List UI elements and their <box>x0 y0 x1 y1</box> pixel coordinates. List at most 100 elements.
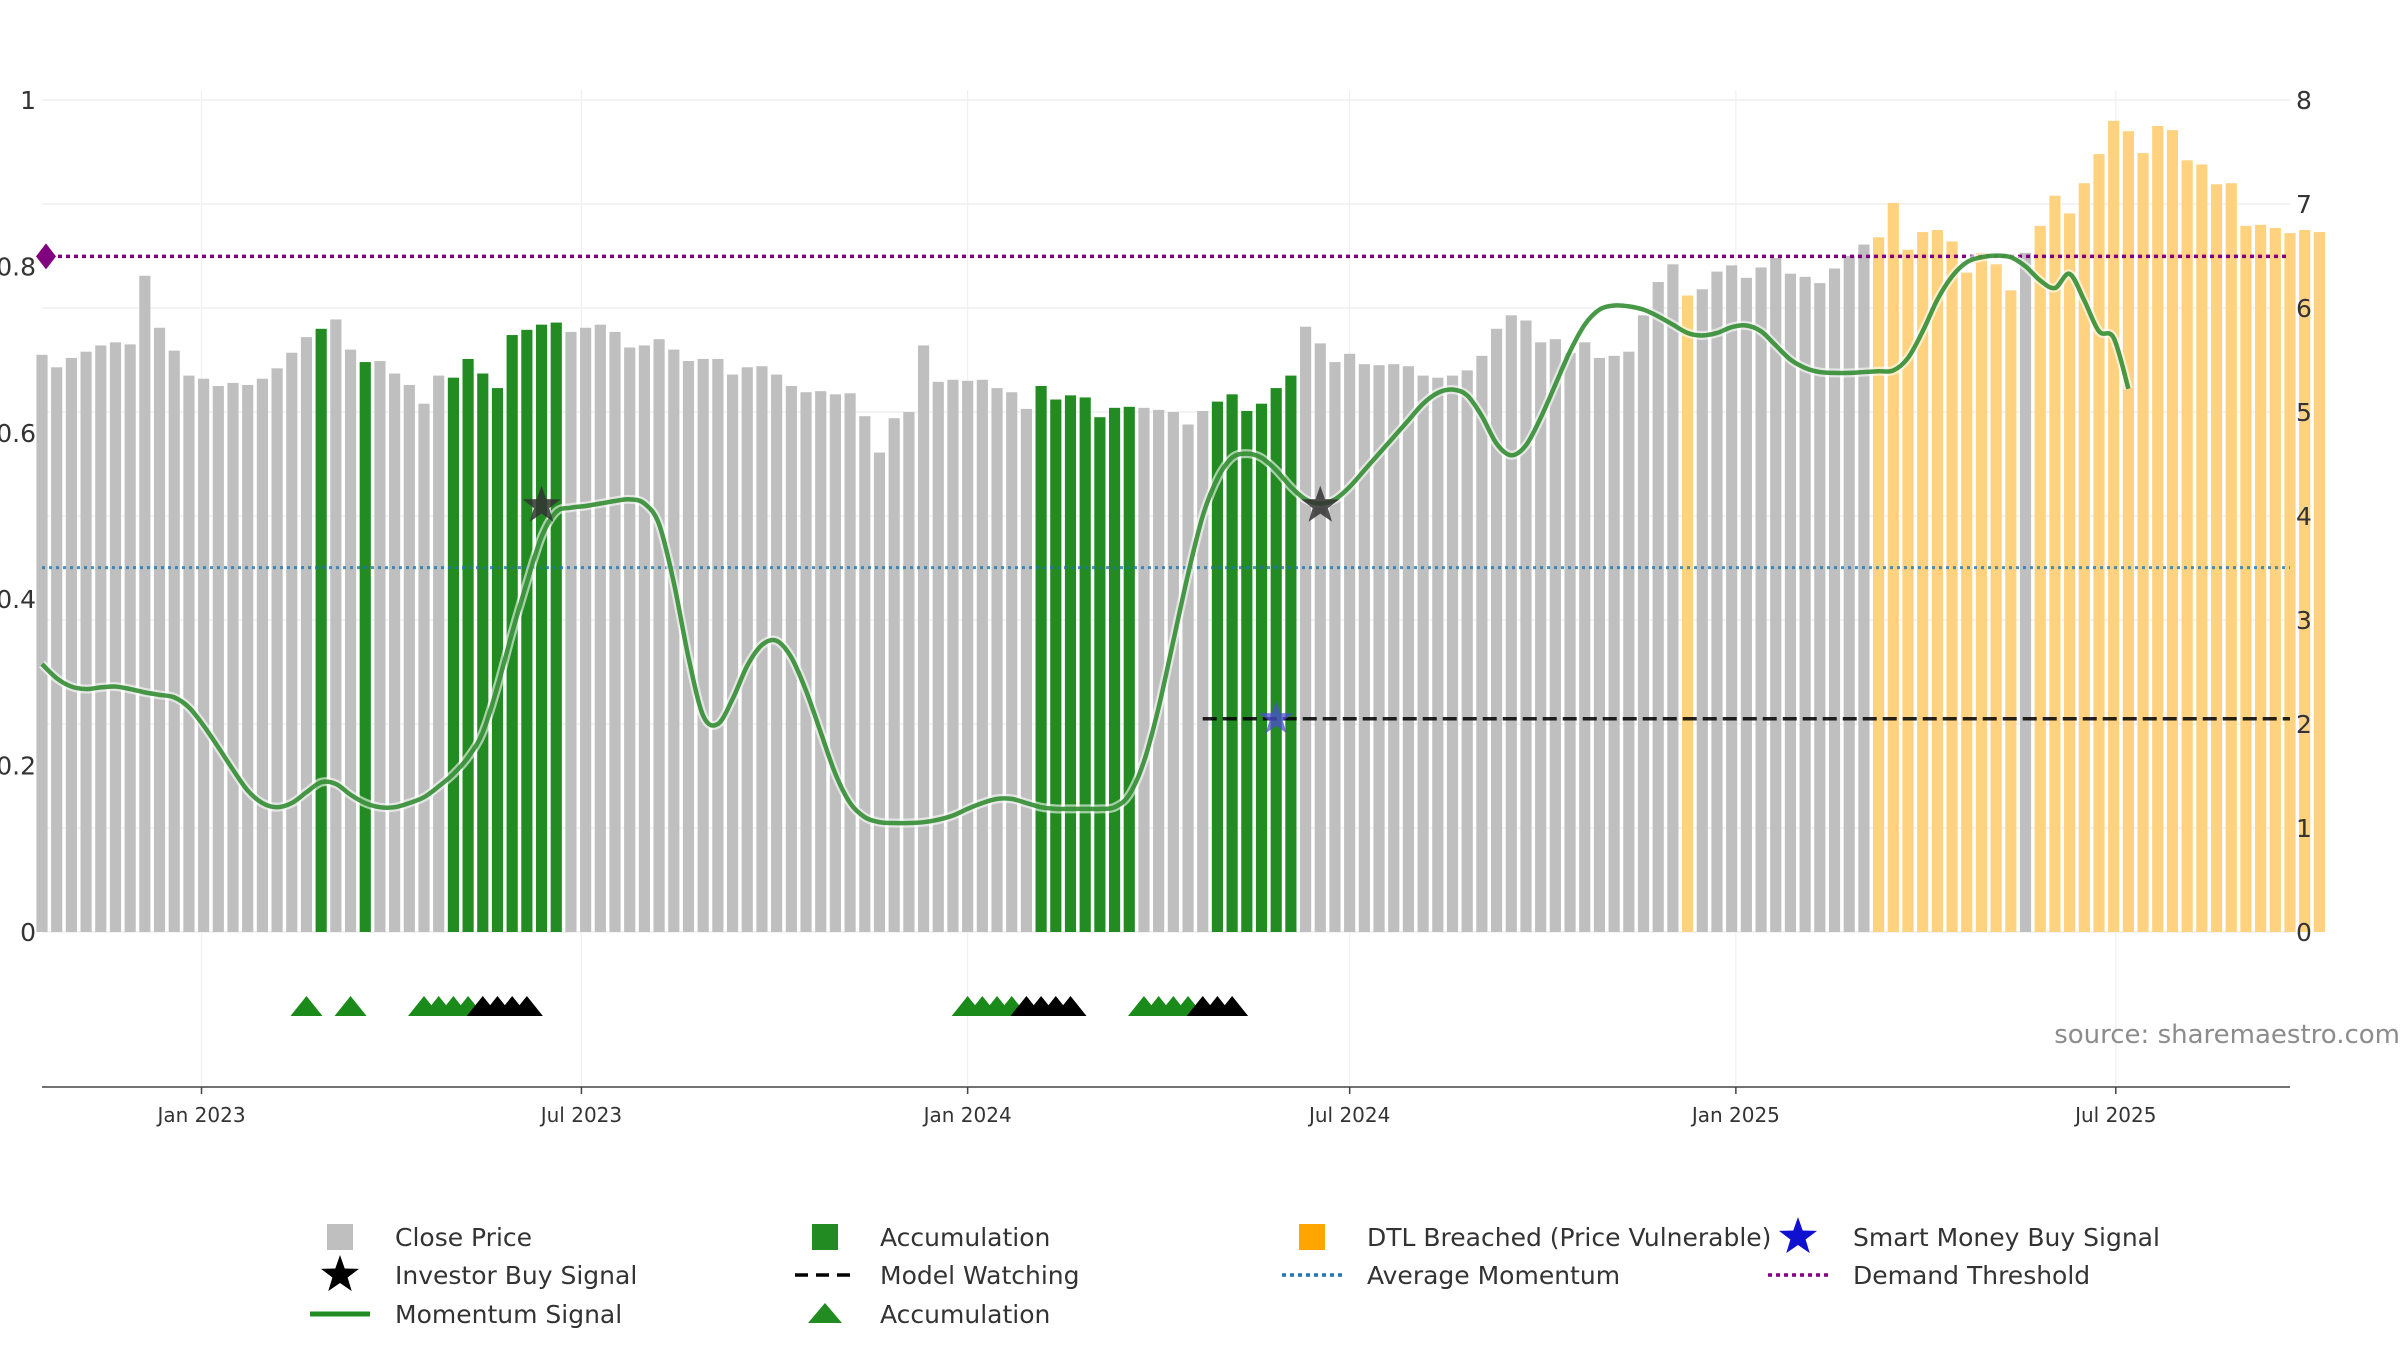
close-price-bar <box>1579 342 1591 932</box>
legend-item: Demand Threshold <box>1768 1261 2090 1290</box>
dtl-breached-bar <box>1990 264 2002 932</box>
dtl-breached-bar <box>1931 230 1943 932</box>
close-price-bar <box>1740 277 1752 933</box>
close-price-bar <box>1711 271 1723 933</box>
close-price-bar <box>624 347 636 932</box>
accumulation-bar <box>462 358 474 933</box>
close-price-bar <box>389 373 401 932</box>
close-price-bar <box>271 368 283 932</box>
dtl-breached-bar <box>1946 241 1958 932</box>
dtl-breached-bar <box>2210 184 2223 933</box>
close-price-bar <box>1770 258 1782 933</box>
legend-item: Average Momentum <box>1282 1261 1620 1290</box>
close-price-bar <box>1358 364 1370 932</box>
legend-item: Model Watching <box>795 1261 1080 1290</box>
momentum-signal <box>38 251 2133 828</box>
left-tick-label: 0 <box>20 918 36 947</box>
accumulation-bar <box>1079 397 1091 932</box>
close-price-bar <box>1799 276 1811 932</box>
close-price-bar <box>771 374 783 932</box>
right-tick-label: 4 <box>2296 502 2312 531</box>
close-price-bar <box>1461 370 1473 932</box>
close-price-bar <box>1784 273 1797 932</box>
close-price-bar <box>1373 365 1385 932</box>
close-price-bar <box>1329 362 1341 933</box>
legend-label: Accumulation <box>880 1300 1050 1329</box>
legend-label: Demand Threshold <box>1853 1261 2090 1290</box>
dtl-breached-bar <box>2269 227 2281 933</box>
legend-star-icon <box>320 1255 360 1292</box>
dtl-breached-bar <box>2255 224 2267 933</box>
left-tick-label: 0.2 <box>0 752 36 781</box>
accumulation-bar <box>1241 410 1253 933</box>
close-price-bar <box>1182 424 1194 932</box>
markers <box>290 485 1340 1016</box>
close-price-bar <box>1476 355 1488 933</box>
legend-label: Average Momentum <box>1367 1261 1620 1290</box>
legend: Close Price Accumulation DTL Breached (Pri… <box>310 1217 2160 1329</box>
dtl-breached-bar <box>2240 225 2252 933</box>
dtl-breached-bar <box>2122 131 2134 932</box>
close-price-bar <box>1667 264 1679 932</box>
accumulation-bar <box>1226 394 1238 932</box>
close-price-bar <box>1138 407 1150 933</box>
close-price-bar <box>741 367 753 932</box>
legend-item: Accumulation <box>812 1223 1050 1252</box>
close-price-bar <box>433 375 445 933</box>
right-tick-label: 7 <box>2296 190 2312 219</box>
right-tick-label: 5 <box>2296 398 2312 427</box>
close-price-bar <box>153 327 166 932</box>
accumulation-bar <box>477 373 489 932</box>
close-price-bar <box>95 345 107 932</box>
close-price-bar <box>1843 256 1855 932</box>
close-price-bar <box>374 361 386 932</box>
right-tick-label: 6 <box>2296 294 2312 323</box>
accumulation-bar <box>1064 395 1077 932</box>
dtl-breached-bar <box>2313 232 2325 932</box>
close-price-bar <box>330 319 342 932</box>
dtl-breached-bar <box>2005 290 2017 932</box>
close-price-bar <box>1726 265 1738 932</box>
close-price-bar <box>1637 315 1650 932</box>
close-price-bar <box>580 327 592 932</box>
dtl-breached-bar <box>1887 202 1899 932</box>
close-price-bar <box>653 339 665 932</box>
close-price-bar <box>212 386 224 932</box>
accumulation-bar <box>535 324 548 932</box>
close-price-bar <box>1505 315 1517 932</box>
smart-money-buy-signal-star <box>1259 700 1294 734</box>
close-price-bar <box>300 337 313 932</box>
x-tick-label: Jul 2024 <box>1307 1103 1390 1127</box>
legend-item: Investor Buy Signal <box>320 1255 637 1292</box>
close-price-bar <box>976 379 988 932</box>
close-price-bar <box>80 351 92 932</box>
dtl-breached-bar <box>2064 213 2076 933</box>
momentum-line <box>40 253 2131 826</box>
accumulation-bar <box>1108 407 1121 933</box>
close-price-bar <box>1652 282 1664 932</box>
close-price-bar <box>242 384 254 933</box>
dtl-breached-bar <box>2049 195 2061 932</box>
legend-swatch <box>327 1224 353 1250</box>
accumulation-bar <box>1050 399 1062 932</box>
dtl-breached-bar <box>2034 225 2046 933</box>
legend-item: Close Price <box>327 1223 532 1252</box>
close-price-bar <box>1314 343 1326 932</box>
close-price-bar <box>638 345 650 932</box>
right-tick-label: 3 <box>2296 606 2312 635</box>
close-price-bar <box>1549 339 1561 932</box>
close-price-bar <box>124 344 136 932</box>
close-price-bar <box>873 452 886 932</box>
legend-label: Investor Buy Signal <box>395 1261 637 1290</box>
close-price-bar <box>1153 409 1165 932</box>
legend-swatch <box>1299 1224 1325 1250</box>
dtl-breached-bar <box>1902 249 1914 932</box>
close-price-bar <box>903 412 915 932</box>
right-tick-label: 2 <box>2296 710 2312 739</box>
x-tick-label: Jul 2025 <box>2073 1103 2156 1127</box>
accumulation-bar <box>359 362 371 933</box>
dtl-breached-bar <box>2196 164 2208 933</box>
dtl-breached-bar <box>2137 153 2149 933</box>
close-price-bar <box>1858 244 1870 932</box>
close-price-bar <box>1402 366 1415 932</box>
